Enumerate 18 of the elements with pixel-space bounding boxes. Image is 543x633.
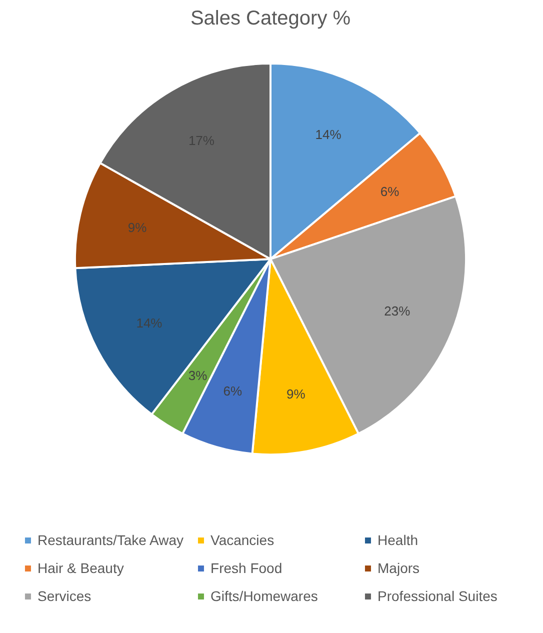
- data-label: 6%: [223, 384, 243, 399]
- chart-title: Sales Category %: [190, 8, 351, 30]
- data-label: 6%: [380, 184, 400, 200]
- data-label: 9%: [128, 220, 148, 235]
- legend-label: Health: [378, 532, 419, 548]
- data-label: 14%: [315, 126, 342, 142]
- data-label: 23%: [384, 304, 411, 319]
- legend-label: Gifts/Homewares: [210, 588, 319, 604]
- legend-label: Restaurants/Take Away: [37, 532, 184, 548]
- data-label: 3%: [188, 368, 208, 384]
- legend-label: Professional Suites: [378, 588, 498, 604]
- data-label: 9%: [286, 386, 306, 402]
- legend-label: Fresh Food: [210, 560, 284, 576]
- legend-label: Hair & Beauty: [37, 560, 125, 576]
- data-label: 14%: [136, 315, 163, 330]
- legend-label: Services: [37, 588, 92, 604]
- legend-label: Majors: [378, 560, 421, 576]
- legend-label: Vacancies: [210, 532, 276, 548]
